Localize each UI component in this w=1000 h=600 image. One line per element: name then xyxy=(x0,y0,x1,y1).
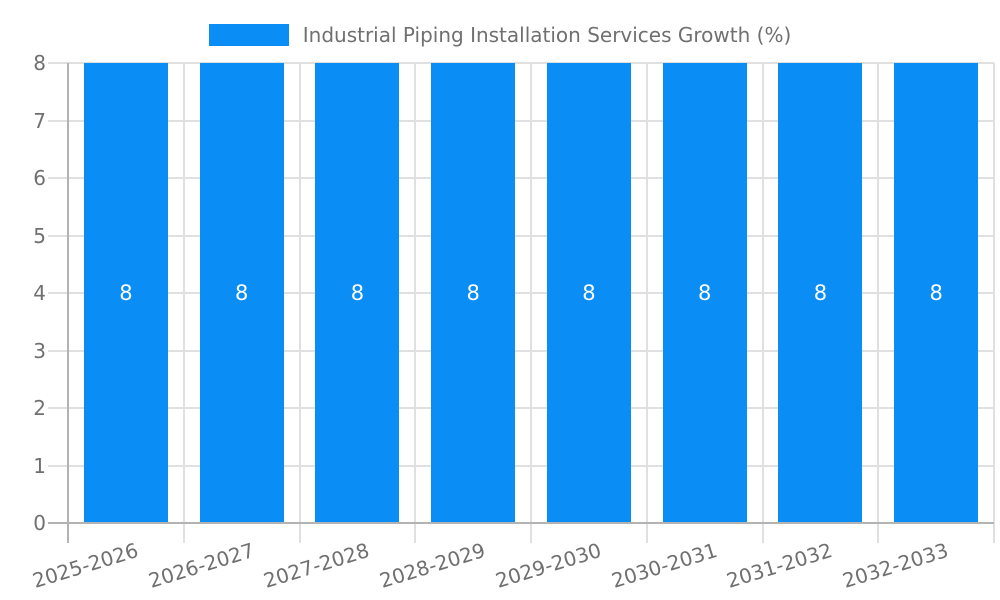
y-tick-label: 0 xyxy=(33,511,46,535)
legend-color-swatch xyxy=(208,24,289,46)
bar[interactable] xyxy=(431,63,516,523)
x-tick-label: 2026-2027 xyxy=(145,538,257,593)
y-tick-label: 7 xyxy=(33,108,46,133)
x-tick-label: 2032-2033 xyxy=(839,538,952,593)
gridline-vertical xyxy=(530,63,532,543)
y-tick-label: 2 xyxy=(33,396,46,420)
bar-value-label: 8 xyxy=(697,281,712,305)
bar-value-label: 8 xyxy=(234,281,249,305)
gridline-vertical xyxy=(645,63,648,543)
y-tick-label: 5 xyxy=(33,223,46,248)
gridline-vertical xyxy=(182,63,185,543)
gridline-vertical xyxy=(761,63,764,543)
y-tick-label: 3 xyxy=(33,338,46,363)
y-axis-line xyxy=(67,63,69,543)
gridline-horizontal xyxy=(48,119,994,122)
gridline-horizontal xyxy=(48,407,994,409)
bar-value-label: 8 xyxy=(350,281,365,305)
y-tick-label: 6 xyxy=(33,166,46,190)
y-tick-label: 8 xyxy=(33,51,46,75)
bar-value-label: 8 xyxy=(466,281,480,305)
gridline-vertical xyxy=(877,63,880,543)
gridline-horizontal xyxy=(48,464,994,467)
bar[interactable] xyxy=(315,63,400,523)
gridline-horizontal xyxy=(48,234,994,237)
bar[interactable] xyxy=(778,63,863,523)
x-tick-label: 2027-2028 xyxy=(261,538,373,593)
x-tick-label: 2025-2026 xyxy=(29,538,141,593)
gridline-horizontal xyxy=(48,177,994,179)
bar-value-label: 8 xyxy=(813,281,828,305)
x-axis-line xyxy=(48,522,994,524)
x-tick-label: 2031-2032 xyxy=(724,538,836,593)
x-tick-label: 2029-2030 xyxy=(492,538,604,593)
gridline-vertical xyxy=(414,63,417,543)
bar-value-label: 8 xyxy=(582,281,596,305)
chart-legend[interactable]: Industrial Piping Installation Services … xyxy=(0,18,1000,52)
bar[interactable] xyxy=(83,63,168,523)
gridline-horizontal xyxy=(48,349,994,352)
bar-value-label: 8 xyxy=(119,281,133,305)
gridline-horizontal xyxy=(48,62,994,64)
legend-label: Industrial Piping Installation Services … xyxy=(302,23,792,47)
bar[interactable] xyxy=(546,63,631,523)
x-tick-label: 2030-2031 xyxy=(608,538,720,593)
x-tick-label: 2028-2029 xyxy=(376,538,489,593)
y-tick-label: 4 xyxy=(33,281,46,305)
bar[interactable] xyxy=(894,63,979,523)
bar[interactable] xyxy=(199,63,284,523)
y-tick-label: 1 xyxy=(33,453,46,478)
gridline-horizontal xyxy=(48,292,994,294)
gridline-vertical xyxy=(298,63,301,543)
bar[interactable] xyxy=(662,63,747,523)
bar-value-label: 8 xyxy=(929,281,943,305)
gridline-vertical xyxy=(993,63,995,543)
